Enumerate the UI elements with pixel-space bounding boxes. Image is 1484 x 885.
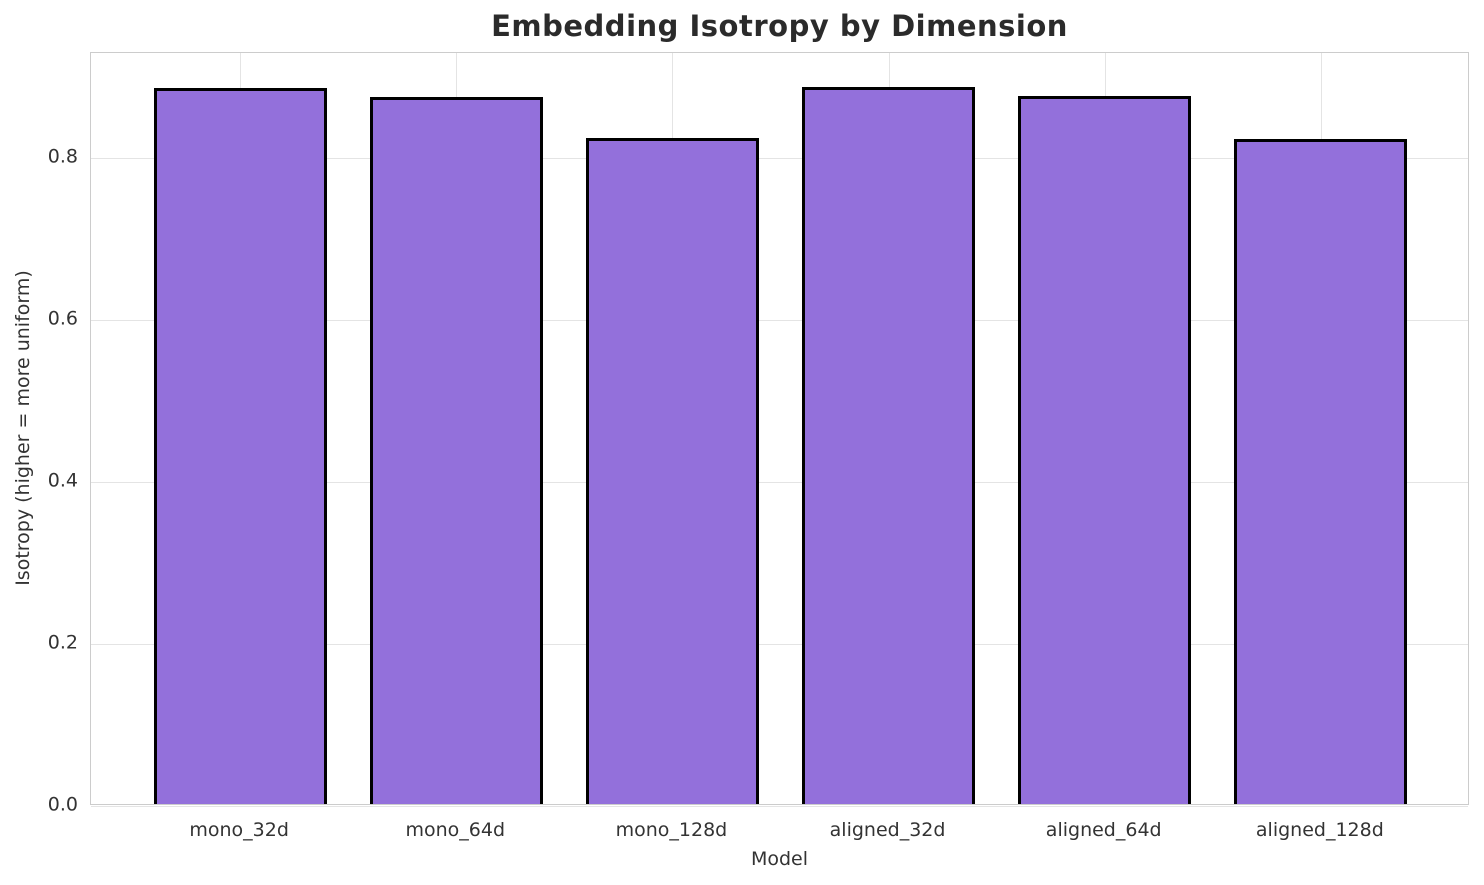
bar-aligned_32d [802,87,976,804]
bar-mono_128d [585,138,759,804]
bar-aligned_64d [1018,96,1192,804]
x-tick-label: mono_64d [405,819,506,841]
h-gridline [91,482,1468,484]
h-gridline [91,320,1468,322]
h-gridline [91,644,1468,646]
x-tick-label: aligned_64d [1045,819,1162,841]
y-tick-label: 0.8 [47,145,78,168]
x-tick-label: mono_32d [189,819,289,841]
y-tick-label: 0.2 [47,631,78,654]
x-tick-label: mono_128d [615,819,728,841]
h-gridline [91,158,1468,160]
plot-area [90,52,1469,807]
y-tick-label: 0.0 [47,793,78,816]
h-gridline [91,806,1468,807]
x-tick-label: aligned_128d [1255,819,1384,841]
x-axis-label: Model [750,848,809,870]
x-tick-label: aligned_32d [829,819,946,841]
bar-aligned_128d [1234,139,1408,804]
chart-title: Embedding Isotropy by Dimension [491,9,1068,43]
y-tick-label: 0.6 [47,307,78,330]
bar-mono_32d [153,88,327,804]
y-tick-label: 0.4 [47,469,78,492]
bar-mono_64d [369,97,543,804]
y-axis-label: Isotropy (higher = more uniform) [12,270,34,586]
